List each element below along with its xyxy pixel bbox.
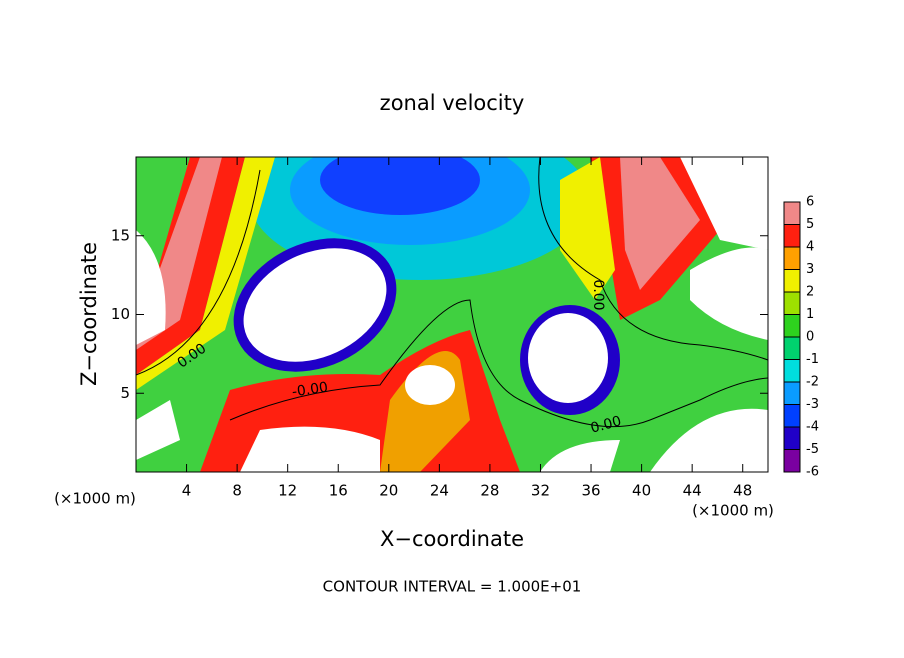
x-tick-label: 44 bbox=[683, 482, 702, 500]
colorbar-label: 1 bbox=[806, 307, 814, 322]
colorbar-band bbox=[784, 404, 800, 427]
x-unit: (×1000 m) bbox=[54, 490, 136, 508]
colorbar-label: 6 bbox=[806, 195, 814, 210]
x-tick-label: 24 bbox=[430, 482, 449, 500]
y-tick-label: 15 bbox=[111, 226, 130, 244]
colorbar-band bbox=[784, 427, 800, 450]
x-tick-label: 12 bbox=[278, 482, 297, 500]
contour-label: 0.00 bbox=[590, 279, 606, 310]
contour-label: 0.00 bbox=[589, 413, 623, 437]
x-tick-label: 4 bbox=[182, 482, 192, 500]
colorbar-label: 4 bbox=[806, 240, 814, 255]
contour-label: -0.00 bbox=[291, 380, 329, 401]
x-tick-label: 16 bbox=[329, 482, 348, 500]
x-tick-label: 36 bbox=[581, 482, 600, 500]
x-tick-label: 20 bbox=[379, 482, 398, 500]
colorbar-label: 3 bbox=[806, 262, 814, 277]
x-tick-label: 28 bbox=[480, 482, 499, 500]
colorbar-label: -1 bbox=[806, 352, 819, 367]
colorbar-label: -3 bbox=[806, 397, 819, 412]
field bbox=[136, 157, 768, 472]
colorbar-label: 5 bbox=[806, 217, 814, 232]
chart-title: zonal velocity bbox=[380, 91, 525, 115]
x-tick-label: 32 bbox=[531, 482, 550, 500]
colorbar-band bbox=[784, 269, 800, 292]
colorbar-band bbox=[784, 449, 800, 472]
colorbar-band bbox=[784, 224, 800, 247]
y-axis-label: Z−coordinate bbox=[77, 242, 101, 386]
x-tick-label: 48 bbox=[733, 482, 752, 500]
colorbar-label: -4 bbox=[806, 420, 819, 435]
colorbar-band bbox=[784, 314, 800, 337]
colorbar-label: 2 bbox=[806, 285, 814, 300]
colorbar-label: -2 bbox=[806, 375, 819, 390]
y-tick-label: 5 bbox=[120, 384, 130, 402]
colorbar-band bbox=[784, 359, 800, 382]
x-tick-label: 8 bbox=[232, 482, 242, 500]
colorbar-band bbox=[784, 382, 800, 405]
footer: CONTOUR INTERVAL = 1.000E+01 bbox=[323, 578, 582, 596]
colorbar-band bbox=[784, 202, 800, 225]
x-tick-label: 40 bbox=[632, 482, 651, 500]
colorbar-label: -6 bbox=[806, 465, 819, 480]
y-unit: (×1000 m) bbox=[692, 502, 774, 520]
colorbar-band bbox=[784, 337, 800, 360]
colorbar-label: 0 bbox=[806, 330, 814, 345]
y-tick-label: 10 bbox=[111, 305, 130, 323]
colorbar-band bbox=[784, 247, 800, 270]
colorbar-label: -5 bbox=[806, 442, 819, 457]
x-axis-label: X−coordinate bbox=[380, 527, 524, 551]
colorbar-band bbox=[784, 292, 800, 315]
